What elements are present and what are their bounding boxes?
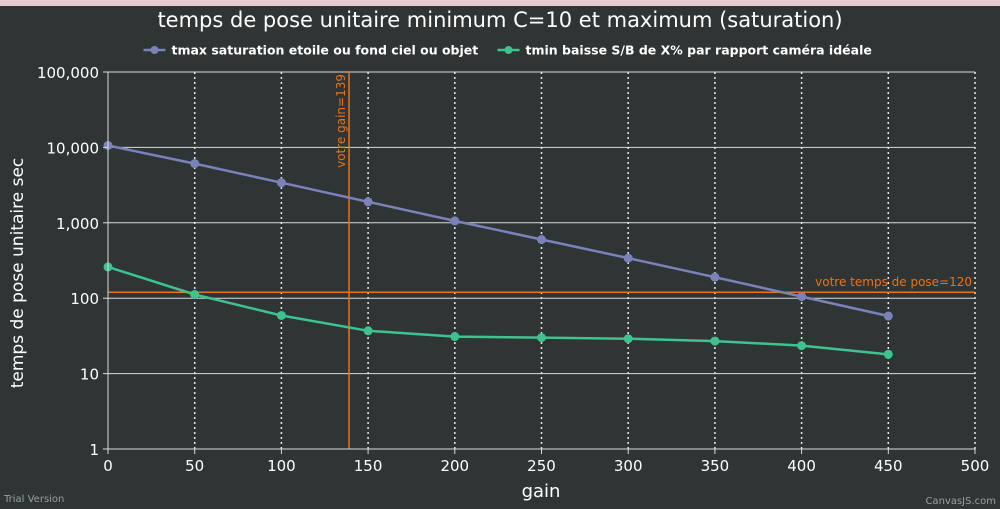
annotations: votre gain=139 votre temps de pose=120 <box>108 72 975 449</box>
x-tick-label: 100 <box>267 457 296 475</box>
data-point <box>450 332 460 342</box>
data-point <box>623 253 633 263</box>
series-layer <box>103 140 893 359</box>
axes: 1 10 100 1,000 10,000 100,000 0 50 100 150 200 250 3… <box>37 64 989 475</box>
data-point <box>276 178 286 188</box>
series-line-1 <box>107 144 889 318</box>
legend-entry: tmin baisse S/B de X% par rapport caméra… <box>526 43 872 58</box>
legend-swatch-marker <box>150 46 159 54</box>
x-axis-label: gain <box>522 481 561 502</box>
x-tick-label: 200 <box>440 457 469 475</box>
data-point <box>537 333 546 343</box>
chart-container: temps de pose unitaire minimum C=10 et m… <box>0 6 1000 509</box>
x-tick-label: 450 <box>874 457 903 475</box>
x-tick-label: 150 <box>354 457 383 475</box>
data-point <box>797 341 807 351</box>
data-point <box>883 349 893 359</box>
y-tick-label: 1 <box>89 441 99 459</box>
watermark-trial: Trial Version <box>4 494 65 505</box>
data-point <box>190 159 200 169</box>
x-tick-label: 0 <box>103 457 113 475</box>
x-tick-label: 50 <box>185 457 204 475</box>
x-tick-label: 400 <box>787 457 816 475</box>
chart-title: temps de pose unitaire minimum C=10 et m… <box>157 8 842 32</box>
x-tick-label: 350 <box>701 457 730 475</box>
data-point <box>363 197 373 207</box>
data-point <box>883 311 893 321</box>
legend: tmax saturation etoile ou fond ciel ou o… <box>143 43 872 58</box>
watermark-canvasjs[interactable]: CanvasJS.com <box>925 496 996 507</box>
gain-marker-label: votre gain=139 <box>334 74 348 168</box>
y-tick-label: 10 <box>80 366 99 384</box>
y-tick-label: 10,000 <box>47 139 100 157</box>
exposure-marker-label: votre temps de pose=120 <box>815 275 972 289</box>
x-tick-label: 300 <box>614 457 643 475</box>
series-line-2 <box>107 265 889 356</box>
x-tick-label: 500 <box>961 457 990 475</box>
y-tick-label: 100 <box>70 290 99 308</box>
data-point <box>710 336 720 346</box>
x-tick-label: 250 <box>527 457 556 475</box>
legend-entry: tmax saturation etoile ou fond ciel ou o… <box>172 43 479 58</box>
data-point <box>537 235 546 245</box>
y-axis-label: temps de pose unitaire sec <box>8 158 28 389</box>
data-point <box>276 310 286 320</box>
y-tick-label: 100,000 <box>37 64 99 82</box>
data-point <box>797 292 807 302</box>
data-point <box>710 272 720 282</box>
line-chart: temps de pose unitaire minimum C=10 et m… <box>8 8 989 502</box>
data-point <box>450 216 460 226</box>
legend-swatch-marker <box>504 46 513 54</box>
y-tick-label: 1,000 <box>56 215 99 233</box>
data-point <box>363 326 373 336</box>
grid <box>108 71 976 450</box>
data-point <box>190 289 200 299</box>
data-point <box>623 334 633 344</box>
